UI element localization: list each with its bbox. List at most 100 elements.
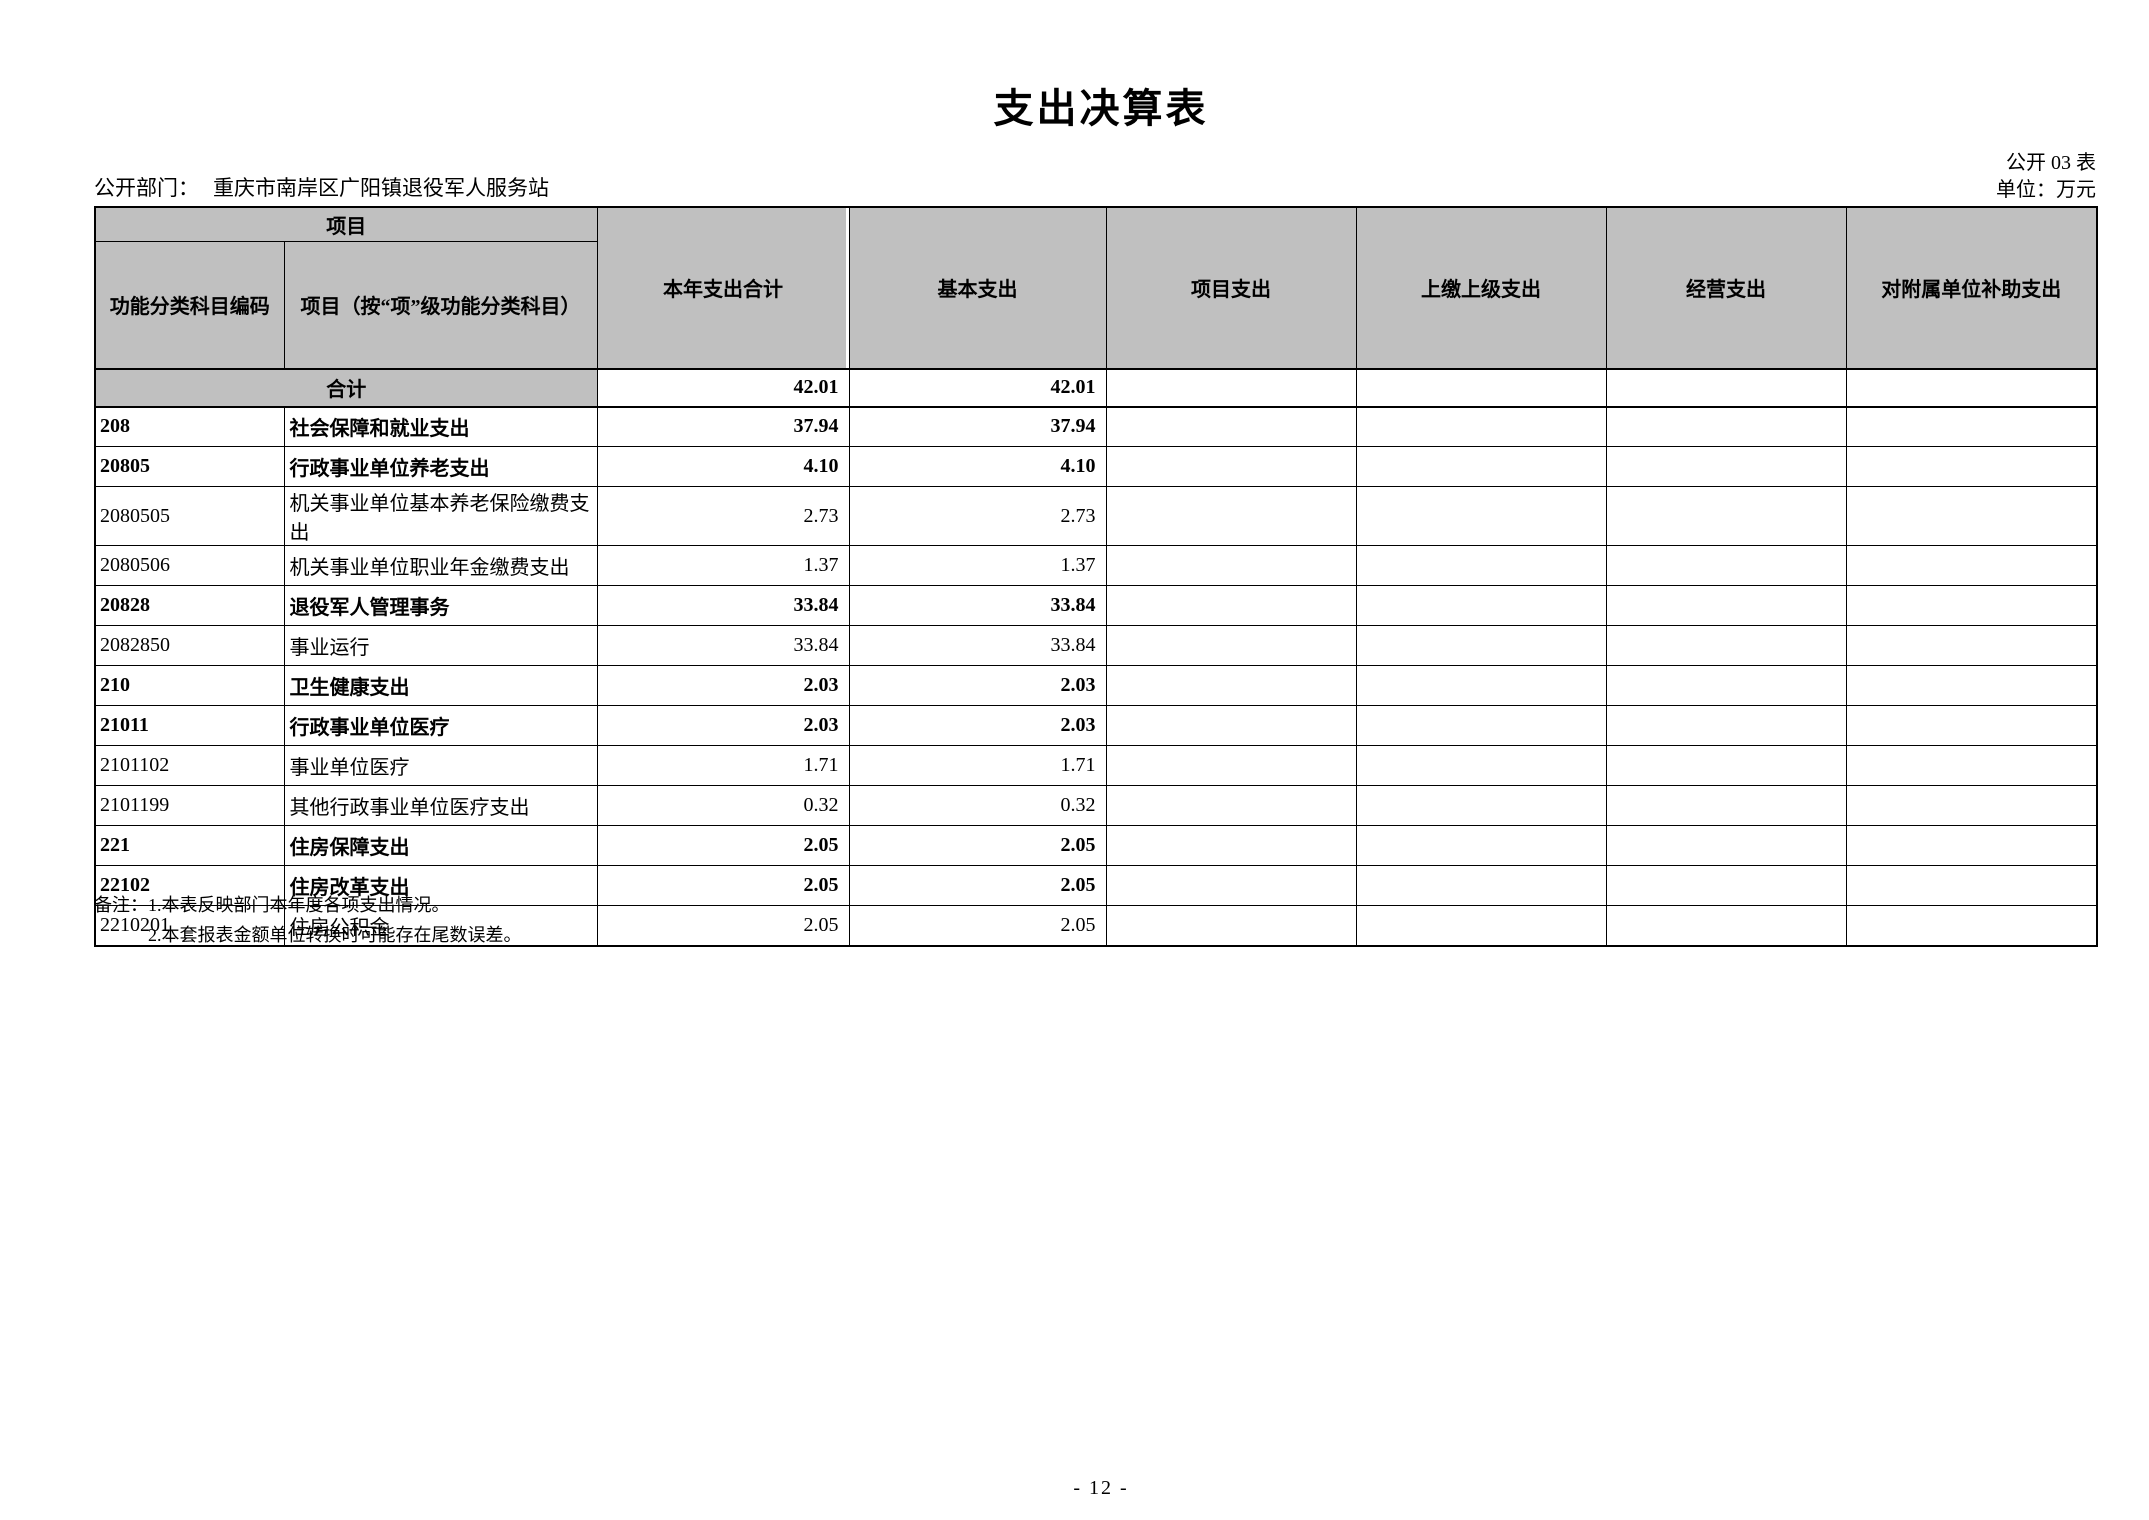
header-col-function-code: 功能分类科目编码 — [94, 240, 285, 370]
cell-num — [1605, 785, 1847, 826]
cell-num: 2.03 — [848, 665, 1107, 706]
cell-num — [1845, 585, 2098, 626]
cell-num — [1105, 825, 1357, 866]
cell-num — [1105, 625, 1357, 666]
cell-num: 2.05 — [596, 905, 850, 946]
cell-name: 事业单位医疗 — [283, 745, 598, 786]
cell-num — [1605, 665, 1847, 706]
table-row: 20805 行政事业单位养老支出 4.10 4.10 — [94, 446, 2098, 487]
cell-num: 2.73 — [596, 486, 850, 546]
cell-code: 20805 — [94, 446, 285, 487]
total-row: 合计 42.01 42.01 — [94, 367, 2098, 408]
page-number: - 12 - — [1073, 1477, 1129, 1499]
cell-num — [1105, 545, 1357, 586]
header-col-current-year-total: 本年支出合计 — [596, 206, 850, 369]
cell-code: 221 — [94, 825, 285, 866]
cell-num — [1355, 446, 1607, 487]
cell-num: 1.71 — [848, 745, 1107, 786]
header-col-project-expenditure: 项目支出 — [1105, 206, 1357, 369]
total-current-year: 42.01 — [596, 367, 850, 408]
header-col-basic-expenditure: 基本支出 — [848, 206, 1107, 369]
cell-num — [1105, 705, 1357, 746]
cell-name: 住房公积金 — [283, 905, 598, 946]
cell-num — [1605, 545, 1847, 586]
cell-num: 4.10 — [596, 446, 850, 487]
cell-code: 22102 — [94, 865, 285, 906]
table-row: 208 社会保障和就业支出 37.94 37.94 — [94, 406, 2098, 447]
table-row: 2101199 其他行政事业单位医疗支出 0.32 0.32 — [94, 785, 2098, 826]
table-row: 22102 住房改革支出 2.05 2.05 — [94, 865, 2098, 906]
table-row: 20828 退役军人管理事务 33.84 33.84 — [94, 585, 2098, 626]
cell-num — [1845, 785, 2098, 826]
page-title: 支出决算表 — [993, 86, 1209, 131]
cell-num — [1355, 785, 1607, 826]
cell-num — [1845, 745, 2098, 786]
cell-num — [1355, 825, 1607, 866]
notes-label: 备注： — [94, 895, 148, 915]
table-row: 2082850 事业运行 33.84 33.84 — [94, 625, 2098, 666]
cell-code: 2101199 — [94, 785, 285, 826]
cell-num — [1105, 486, 1357, 546]
cell-num: 33.84 — [848, 625, 1107, 666]
unit-label: 单位：万元 — [1996, 179, 2096, 201]
cell-code: 21011 — [94, 705, 285, 746]
cell-code: 20828 — [94, 585, 285, 626]
cell-num: 1.37 — [848, 545, 1107, 586]
expenditure-table: 项目 本年支出合计 基本支出 项目支出 上缴上级支出 经营支出 对附属单位补助支… — [94, 206, 2098, 947]
cell-code: 2210201 — [94, 905, 285, 946]
cell-num: 2.05 — [596, 865, 850, 906]
cell-num — [1105, 406, 1357, 447]
cell-num — [1845, 625, 2098, 666]
total-subsidy — [1845, 367, 2098, 408]
cell-name: 卫生健康支出 — [283, 665, 598, 706]
cell-name: 其他行政事业单位医疗支出 — [283, 785, 598, 826]
table-code-label: 公开 03 表 — [2006, 152, 2096, 174]
cell-code: 210 — [94, 665, 285, 706]
cell-num: 33.84 — [596, 625, 850, 666]
cell-num — [1105, 785, 1357, 826]
table-body: 合计 42.01 42.01 208 社会保障和就业支出 37.94 37.94 208… — [94, 367, 2098, 946]
header-project-group: 项目 — [94, 206, 598, 242]
cell-name: 机关事业单位基本养老保险缴费支出 — [283, 486, 598, 546]
header-row-sub: 功能分类科目编码 项目（按“项”级功能分类科目） — [94, 240, 2097, 370]
cell-num — [1845, 665, 2098, 706]
department-value: 重庆市南岸区广阳镇退役军人服务站 — [213, 176, 549, 200]
header-col-upturned-expenditure: 上缴上级支出 — [1355, 206, 1607, 369]
cell-num — [1845, 825, 2098, 866]
cell-num — [1105, 446, 1357, 487]
note-line-2: 2.本套报表金额单位转换时可能存在尾数误差。 — [148, 925, 522, 945]
cell-code: 208 — [94, 406, 285, 447]
total-operating — [1605, 367, 1847, 408]
header-col-item-name: 项目（按“项”级功能分类科目） — [283, 240, 598, 370]
cell-num — [1355, 665, 1607, 706]
cell-code: 2101102 — [94, 745, 285, 786]
cell-num: 2.03 — [848, 705, 1107, 746]
cell-num — [1355, 745, 1607, 786]
cell-num: 2.03 — [596, 705, 850, 746]
cell-num: 2.03 — [596, 665, 850, 706]
cell-num — [1845, 705, 2098, 746]
cell-num — [1105, 905, 1357, 946]
cell-num: 2.05 — [848, 825, 1107, 866]
cell-code: 2082850 — [94, 625, 285, 666]
table-row: 210 卫生健康支出 2.03 2.03 — [94, 665, 2098, 706]
cell-num — [1605, 625, 1847, 666]
header-row-group: 项目 本年支出合计 基本支出 项目支出 上缴上级支出 经营支出 对附属单位补助支… — [94, 206, 2098, 369]
table-row: 2210201 住房公积金 2.05 2.05 — [94, 905, 2098, 946]
department-label: 公开部门： — [94, 176, 199, 200]
cell-num — [1105, 745, 1357, 786]
cell-num — [1605, 905, 1847, 946]
cell-num — [1605, 486, 1847, 546]
cell-num — [1845, 406, 2098, 447]
cell-code: 2080505 — [94, 486, 285, 546]
total-upturned — [1355, 367, 1607, 408]
cell-num — [1845, 865, 2098, 906]
cell-num — [1355, 585, 1607, 626]
cell-num — [1355, 545, 1607, 586]
cell-num — [1105, 865, 1357, 906]
cell-num — [1605, 585, 1847, 626]
cell-num: 1.71 — [596, 745, 850, 786]
table-header: 项目 本年支出合计 基本支出 项目支出 上缴上级支出 经营支出 对附属单位补助支… — [94, 206, 2098, 370]
cell-num — [1355, 705, 1607, 746]
cell-num — [1605, 406, 1847, 447]
